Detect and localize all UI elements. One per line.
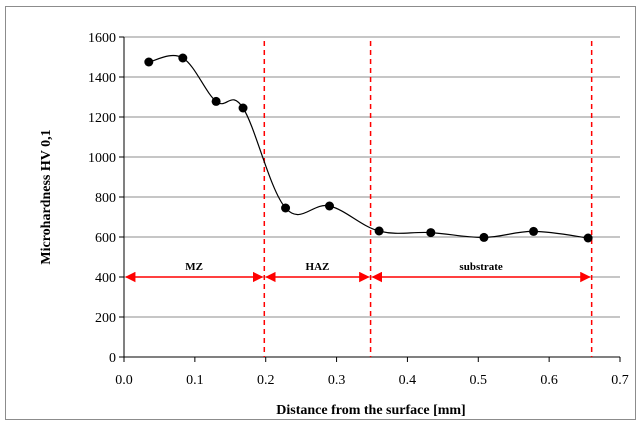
y-axis-title: Microhardness HV 0,1 [39,129,54,264]
x-tick-label: 0.2 [257,373,275,388]
data-point [324,201,334,211]
chart-frame [5,6,636,420]
y-tick-label: 1600 [88,31,116,46]
x-axis-title: Distance from the surface [mm] [276,403,465,418]
x-tick-label: 0.4 [399,373,417,388]
data-point [144,57,154,67]
y-tick-label: 800 [95,191,116,206]
y-tick-label: 400 [95,271,116,286]
zone-label: substrate [459,261,503,273]
y-tick-label: 600 [95,231,116,246]
x-tick-label: 0.7 [611,373,629,388]
x-tick-label: 0.0 [115,373,133,388]
zone-label: MZ [185,261,203,273]
data-point [238,103,248,113]
data-point [583,233,593,243]
x-tick-label: 0.6 [540,373,558,388]
data-point [211,96,221,106]
y-tick-label: 1400 [88,71,116,86]
y-tick-label: 1200 [88,111,116,126]
y-tick-label: 0 [109,351,116,366]
x-tick-label: 0.1 [186,373,204,388]
y-tick-label: 200 [95,311,116,326]
data-point [426,228,436,238]
data-point [374,226,384,236]
data-point [529,226,539,236]
x-tick-label: 0.5 [470,373,488,388]
data-point [479,232,489,242]
x-tick-label: 0.3 [328,373,346,388]
data-point [178,53,188,63]
y-tick-label: 1000 [88,151,116,166]
zone-label: HAZ [306,261,330,273]
series-line [148,54,589,239]
data-point [281,203,291,213]
